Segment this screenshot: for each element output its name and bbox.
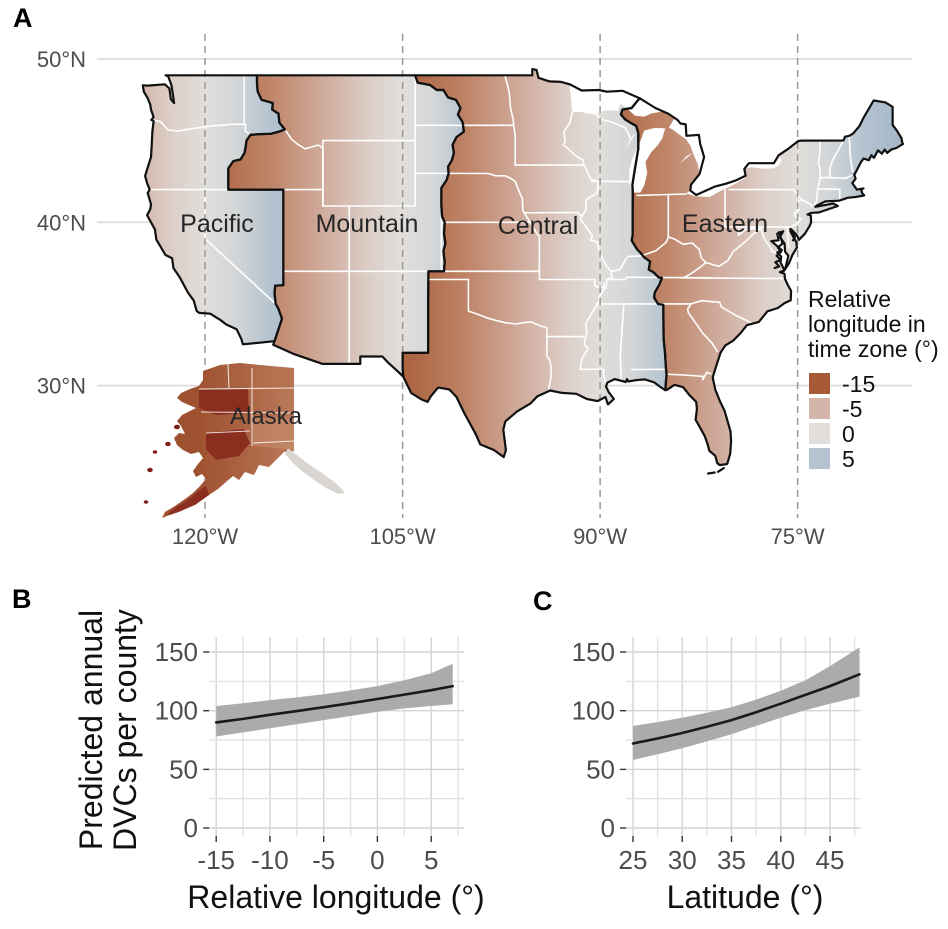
svg-text:120°W: 120°W — [172, 524, 239, 549]
svg-text:150: 150 — [155, 637, 198, 667]
svg-text:-5: -5 — [842, 396, 862, 422]
svg-text:longitude in: longitude in — [808, 311, 926, 337]
svg-text:40: 40 — [766, 845, 795, 875]
svg-text:50: 50 — [169, 754, 198, 784]
svg-text:0: 0 — [370, 845, 384, 875]
svg-text:40°N: 40°N — [37, 210, 86, 235]
svg-text:0: 0 — [184, 813, 198, 843]
svg-text:35: 35 — [717, 845, 746, 875]
svg-text:5: 5 — [842, 446, 855, 472]
svg-text:150: 150 — [572, 637, 615, 667]
svg-text:5: 5 — [424, 845, 438, 875]
svg-text:100: 100 — [155, 696, 198, 726]
svg-text:0: 0 — [601, 813, 615, 843]
svg-text:105°W: 105°W — [369, 524, 436, 549]
svg-text:Eastern: Eastern — [682, 210, 768, 238]
svg-text:50°N: 50°N — [37, 47, 86, 72]
svg-text:90°W: 90°W — [573, 524, 627, 549]
svg-text:100: 100 — [572, 696, 615, 726]
svg-text:Relative: Relative — [808, 286, 891, 312]
svg-text:C: C — [533, 586, 553, 616]
svg-text:-15: -15 — [842, 371, 875, 397]
svg-text:50: 50 — [586, 754, 615, 784]
svg-text:time zone (°): time zone (°) — [808, 336, 939, 362]
svg-text:Mountain: Mountain — [316, 210, 419, 238]
svg-text:Predicted annual: Predicted annual — [73, 610, 109, 850]
svg-text:0: 0 — [842, 421, 855, 447]
svg-text:45: 45 — [816, 845, 845, 875]
svg-text:B: B — [12, 584, 32, 614]
svg-text:Latitude (°): Latitude (°) — [667, 879, 824, 915]
svg-text:-5: -5 — [312, 845, 335, 875]
svg-text:-15: -15 — [197, 845, 235, 875]
svg-text:-10: -10 — [251, 845, 289, 875]
svg-text:DVCs per county: DVCs per county — [107, 609, 143, 851]
svg-text:A: A — [13, 3, 33, 33]
svg-text:Central: Central — [498, 212, 579, 240]
svg-text:Relative longitude (°): Relative longitude (°) — [187, 879, 484, 915]
svg-text:30°N: 30°N — [37, 374, 86, 399]
svg-text:30: 30 — [668, 845, 697, 875]
svg-text:75°W: 75°W — [771, 524, 825, 549]
svg-text:25: 25 — [619, 845, 648, 875]
svg-text:Alaska: Alaska — [230, 403, 303, 430]
svg-text:Pacific: Pacific — [180, 210, 254, 238]
